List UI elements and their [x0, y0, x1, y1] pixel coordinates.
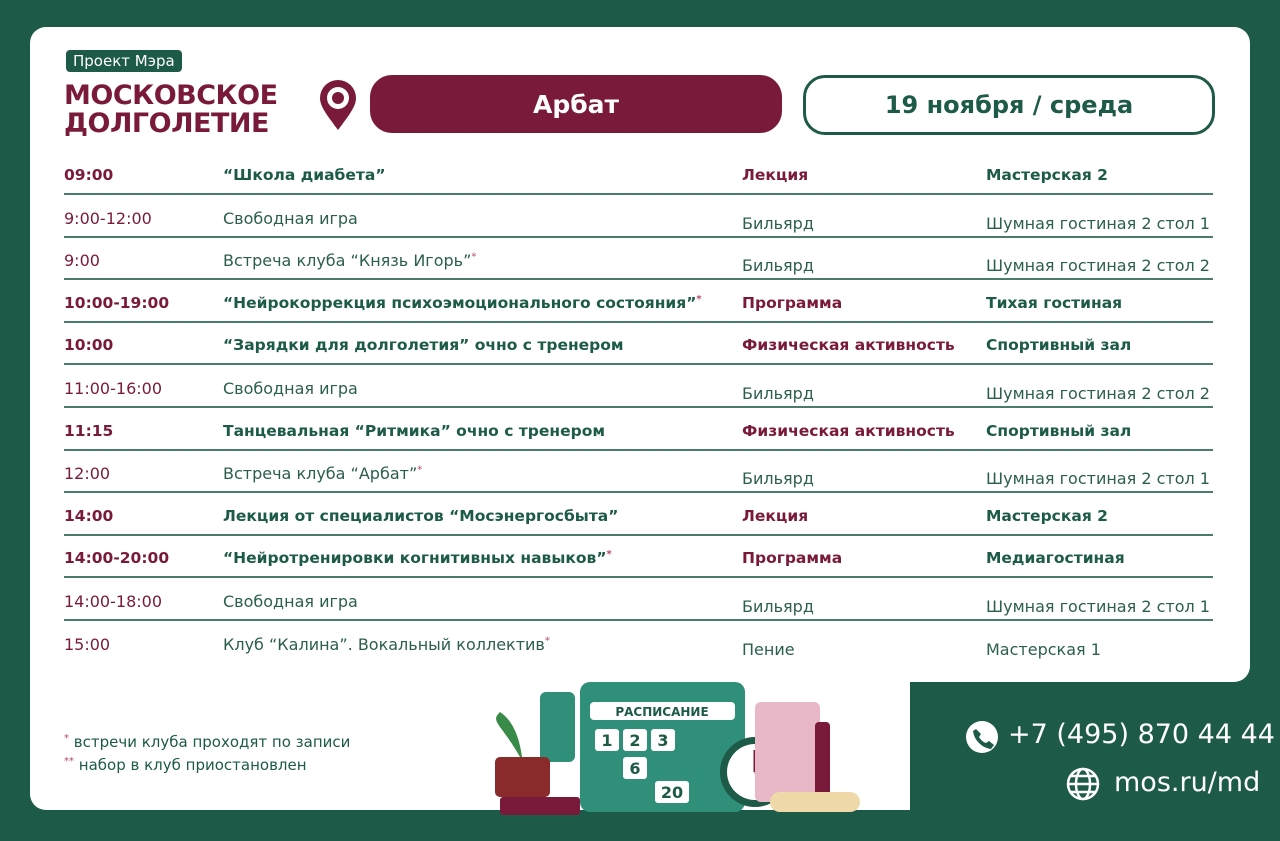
time: 10:00-19:00 — [64, 293, 170, 312]
time: 09:00 — [64, 166, 114, 184]
title: Свободная игра — [223, 379, 358, 398]
calendar-number: 3 — [657, 731, 668, 750]
calendar-cell — [623, 729, 647, 751]
title: “Нейротренировки когнитивных навыков”* — [223, 549, 612, 568]
place: Мастерская 1 — [986, 639, 1101, 659]
time: 12:00 — [64, 464, 111, 484]
time: 9:00 — [64, 251, 100, 271]
place: Медиагостиная — [986, 549, 1125, 568]
title: Танцевальная “Ритмика” очно с тренером — [223, 421, 606, 440]
title: Свободная игра — [223, 592, 358, 611]
phone: +7 (495) 870 44 44 — [1008, 719, 1275, 750]
pin-icon — [320, 80, 356, 130]
footnote-text: встречи клуба проходят по записи — [73, 733, 351, 751]
row-rule — [64, 576, 1213, 579]
title: “Зарядки для долголетия” очно с тренером — [223, 336, 624, 355]
place: Спортивный зал — [986, 336, 1132, 355]
place: Тихая гостиная — [986, 293, 1123, 312]
time: 11:00-16:00 — [64, 379, 162, 398]
type: Бильярд — [742, 384, 814, 403]
type: Программа — [742, 549, 843, 568]
place: Спортивный зал — [986, 421, 1132, 440]
place: Шумная гостиная 2 стол 1 — [986, 469, 1210, 489]
calendar-cell — [651, 729, 675, 751]
website: mos.ru/md — [1114, 767, 1261, 798]
place: Шумная гостиная 2 стол 2 — [986, 256, 1210, 276]
badge: Проект Мэра — [66, 50, 182, 72]
row-rule — [64, 491, 1213, 494]
location: Арбат — [370, 75, 782, 133]
calendar-cell — [655, 781, 689, 803]
title: Свободная игра — [223, 208, 358, 228]
time: 9:00-12:00 — [64, 208, 152, 228]
time: 14:00-20:00 — [64, 549, 170, 568]
time: 10:00 — [64, 336, 114, 355]
title: Лекция от специалистов “Мосэнергосбыта” — [223, 506, 619, 525]
calendar-title: РАСПИСАНИЕ — [615, 705, 708, 719]
place: Мастерская 2 — [986, 506, 1108, 525]
footnote-text: набор в клуб приостановлен — [78, 756, 307, 774]
calendar-number: 20 — [661, 783, 683, 802]
footnote: * встречи клуба проходят по записи — [64, 733, 350, 751]
type: Физическая активность — [742, 421, 955, 440]
time: 11:15 — [64, 421, 114, 440]
place: Мастерская 2 — [986, 166, 1108, 184]
type: Бильярд — [742, 256, 814, 276]
title: Встреча клуба “Арбат”* — [223, 464, 423, 484]
type: Лекция — [742, 166, 809, 184]
place: Шумная гостиная 2 стол 1 — [986, 213, 1210, 233]
phone-icon — [966, 721, 998, 753]
place: Шумная гостиная 2 стол 2 — [986, 384, 1210, 403]
title: “Нейрокоррекция психоэмоционального сост… — [223, 293, 702, 312]
row-rule — [64, 406, 1213, 408]
date: 19 ноября / среда — [803, 75, 1215, 135]
calendar-number: 6 — [629, 759, 640, 778]
type: Пение — [742, 639, 795, 659]
title: “Школа диабета” — [223, 166, 386, 184]
note-mark: * — [417, 464, 423, 476]
calendar-number: 1 — [601, 731, 612, 750]
time: 15:00 — [64, 634, 111, 654]
row-rule — [64, 448, 1213, 451]
logo-line: ДОЛГОЛЕТИЕ — [64, 108, 269, 139]
logo-line: МОСКОВСКОЕ — [64, 80, 278, 111]
note-mark: * — [544, 635, 550, 647]
time: 14:00 — [64, 506, 114, 525]
row-rule — [64, 619, 1213, 621]
note-mark: * — [606, 549, 612, 561]
illustration: РАСПИСАНИЕ 1 2 36 20 — [495, 682, 860, 815]
row-rule — [64, 320, 1213, 323]
title: Встреча клуба “Князь Игорь”* — [223, 251, 477, 271]
note-mark: * — [471, 251, 477, 263]
title: Клуб “Калина”. Вокальный коллектив* — [223, 634, 550, 654]
type: Бильярд — [742, 213, 814, 233]
type: Бильярд — [742, 469, 814, 489]
calendar-cell — [623, 757, 647, 779]
calendar-cell — [595, 729, 619, 751]
row-rule — [64, 533, 1213, 536]
row-rule — [64, 278, 1213, 281]
row-rule — [64, 193, 1213, 195]
footnote-mark: * — [64, 733, 69, 744]
time: 14:00-18:00 — [64, 592, 162, 611]
type: Бильярд — [742, 597, 814, 616]
row-rule — [64, 235, 1213, 238]
calendar-number: 2 — [629, 731, 640, 750]
card — [30, 27, 1250, 682]
logo: МОСКОВСКОЕ ДОЛГОЛЕТИЕ — [64, 82, 278, 138]
type: Программа — [742, 293, 843, 312]
footnote-mark: ** — [64, 756, 74, 767]
note-mark: * — [696, 293, 702, 305]
row-rule — [64, 363, 1213, 366]
place: Шумная гостиная 2 стол 1 — [986, 597, 1210, 616]
type: Лекция — [742, 506, 809, 525]
type: Физическая активность — [742, 336, 955, 355]
footnote: ** набор в клуб приостановлен — [64, 756, 307, 774]
globe-icon — [1066, 767, 1100, 801]
